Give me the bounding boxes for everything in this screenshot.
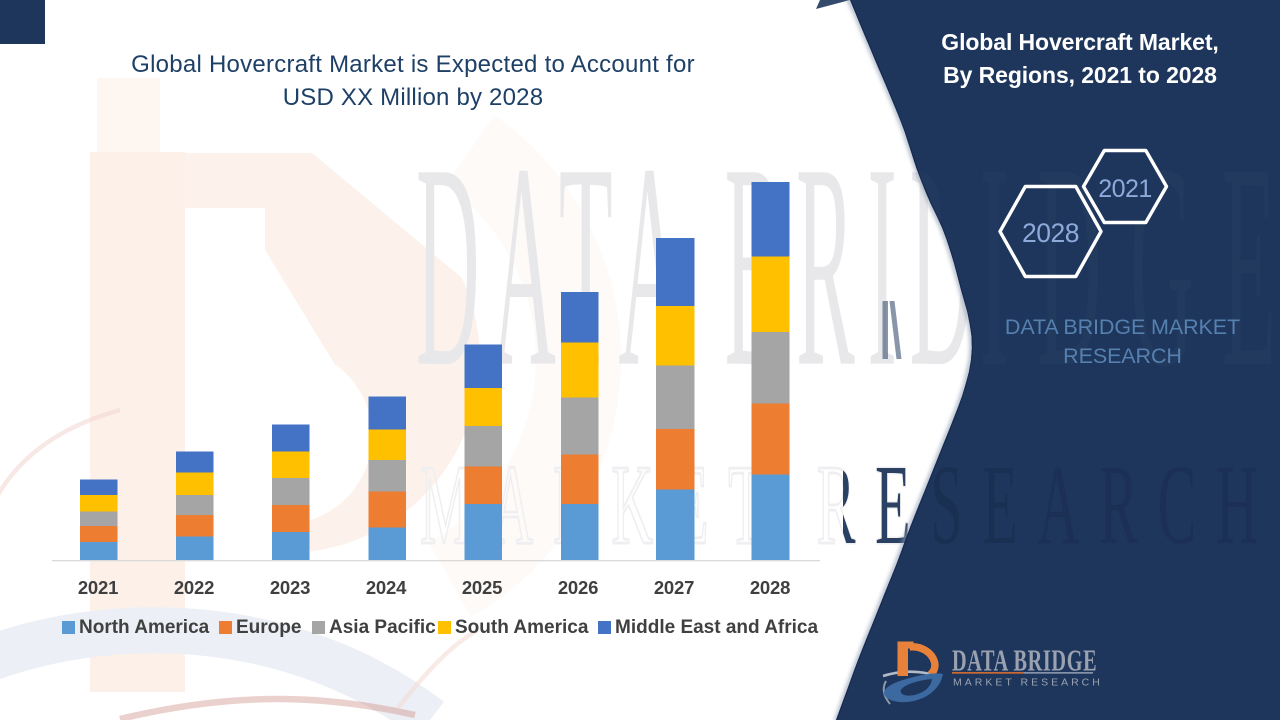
svg-text:2028: 2028 xyxy=(1022,218,1079,248)
svg-text:MARKET RESEARCH: MARKET RESEARCH xyxy=(953,677,1103,689)
svg-text:DATA BRIDGE: DATA BRIDGE xyxy=(952,643,1097,677)
svg-text:2021: 2021 xyxy=(1098,175,1152,203)
